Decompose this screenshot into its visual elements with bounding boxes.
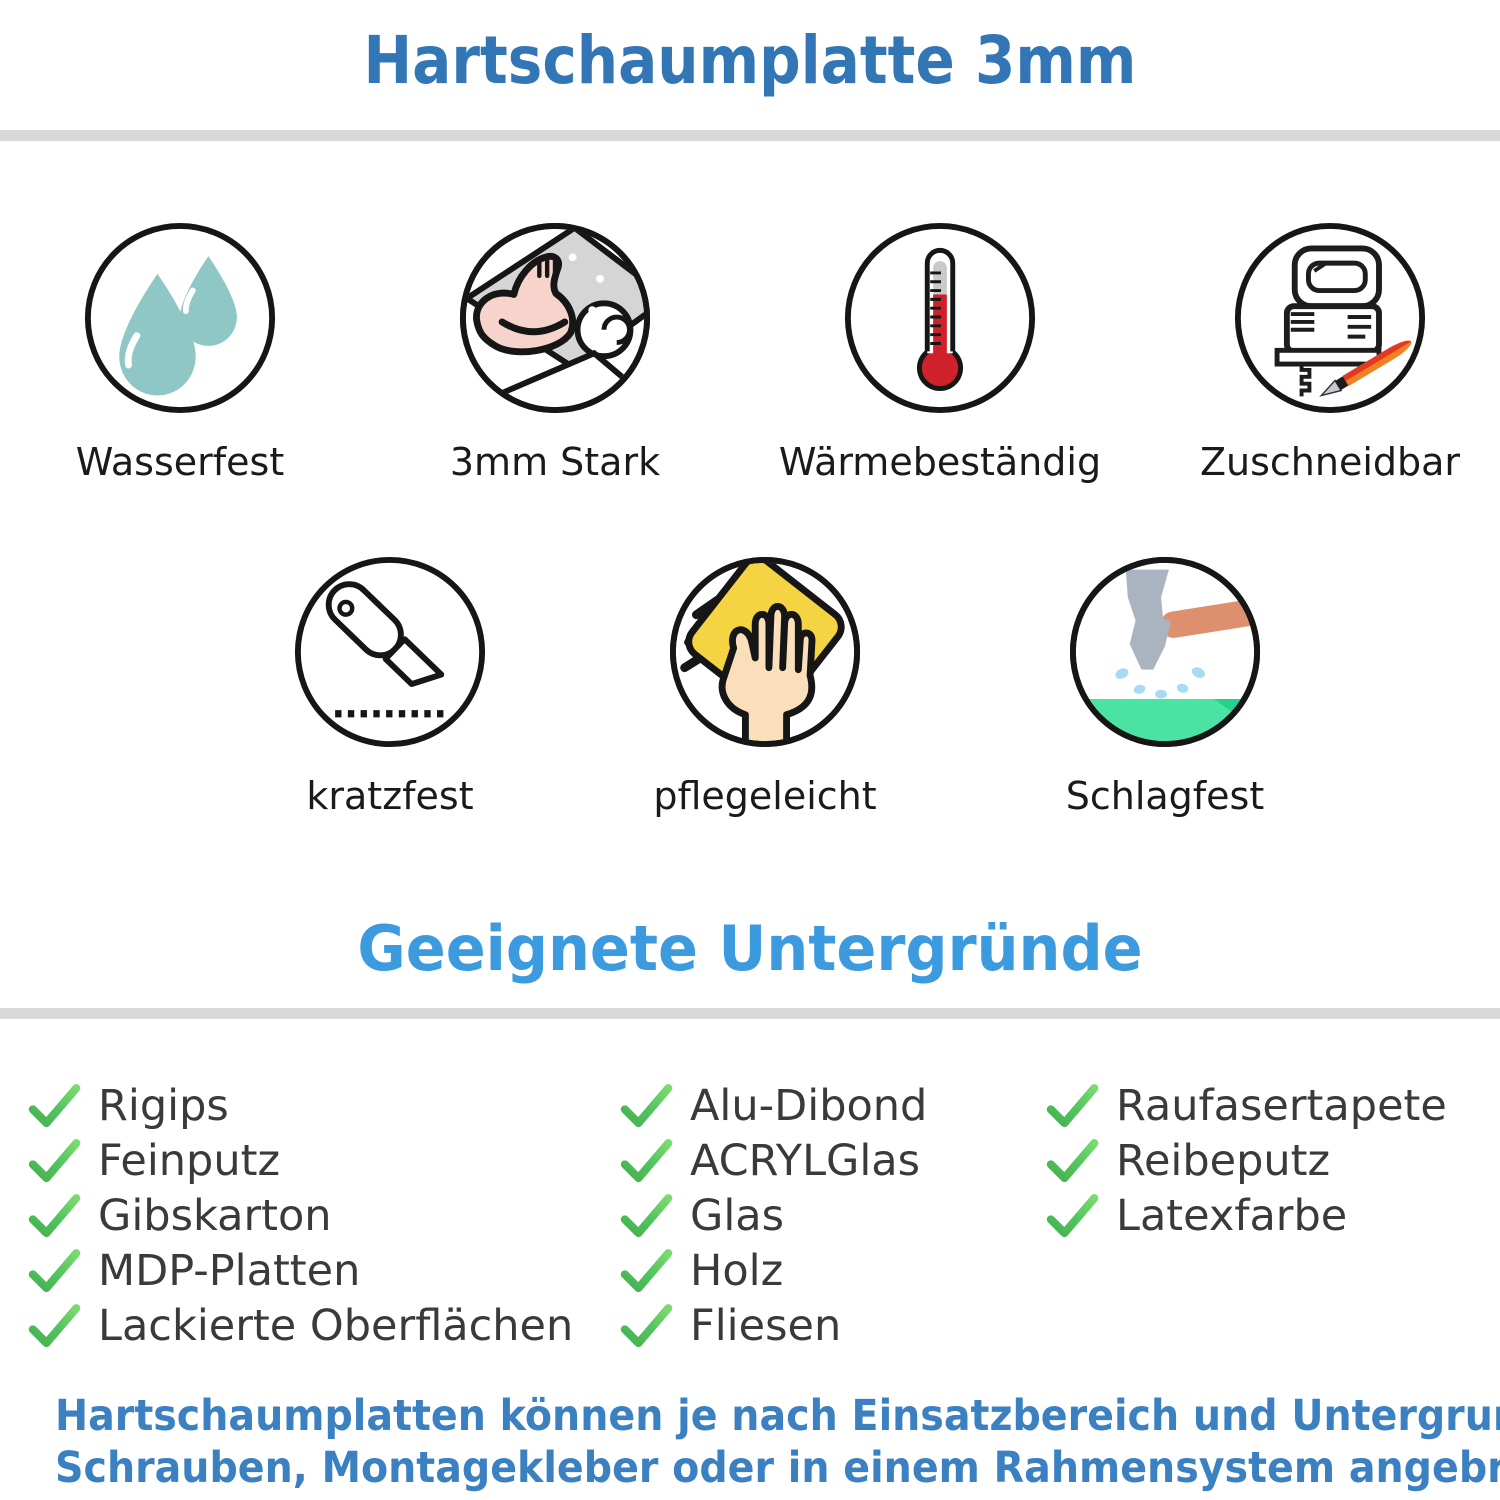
substrate-item: Reibeputz: [1046, 1133, 1447, 1188]
substrate-item: Alu-Dibond: [620, 1078, 927, 1133]
check-icon: [620, 1193, 674, 1239]
substrate-label: Glas: [690, 1190, 785, 1241]
check-icon: [28, 1248, 82, 1294]
substrate-item: ACRYLGlas: [620, 1133, 927, 1188]
substrate-item: Fliesen: [620, 1298, 927, 1353]
substrate-label: ACRYLGlas: [690, 1135, 921, 1186]
substrate-label: MDP-Platten: [98, 1245, 361, 1296]
substrate-label: Latexfarbe: [1116, 1190, 1348, 1241]
feature-item: Zuschneidbar: [1130, 220, 1500, 484]
water-drops-icon: [84, 222, 276, 414]
substrate-item: Lackierte Oberflächen: [28, 1298, 573, 1353]
check-icon: [28, 1193, 82, 1239]
feature-label: Schlagfest: [1065, 774, 1265, 818]
check-icon: [1046, 1083, 1100, 1129]
thermometer-icon: [844, 222, 1036, 414]
substrates-column: Raufasertapete Reibeputz Latexfarbe: [1046, 1078, 1447, 1243]
divider-top: [0, 130, 1500, 141]
hammer-impact-icon: [1069, 556, 1261, 748]
check-icon: [1046, 1138, 1100, 1184]
substrates-column: Alu-Dibond ACRYLGlas Glas Holz Fliesen: [620, 1078, 927, 1353]
substrate-item: Glas: [620, 1188, 927, 1243]
feature-label: Wärmebeständig: [778, 440, 1102, 484]
feature-label: Zuschneidbar: [1199, 440, 1461, 484]
feature-label: 3mm Stark: [449, 440, 661, 484]
feature-label: pflegeleicht: [653, 774, 877, 818]
footer-line: Schrauben, Montagekleber oder in einem R…: [55, 1443, 1500, 1493]
section-title: Geeignete Untergründe: [357, 912, 1143, 985]
feature-item: kratzfest: [190, 554, 590, 818]
substrate-label: Raufasertapete: [1116, 1080, 1447, 1131]
check-icon: [620, 1083, 674, 1129]
check-icon: [28, 1138, 82, 1184]
feature-label: kratzfest: [306, 774, 474, 818]
substrate-label: Gibskarton: [98, 1190, 332, 1241]
page-title: Hartschaumplatte 3mm: [363, 22, 1137, 99]
check-icon: [620, 1248, 674, 1294]
substrate-label: Fliesen: [690, 1300, 842, 1351]
footer-note: Hartschaumplatten können je nach Einsatz…: [55, 1390, 1500, 1494]
footer-line: Hartschaumplatten können je nach Einsatz…: [55, 1391, 1500, 1441]
feature-label: Wasserfest: [75, 440, 285, 484]
feature-item: Wasserfest: [0, 220, 380, 484]
check-icon: [28, 1303, 82, 1349]
check-icon: [28, 1083, 82, 1129]
jigsaw-cutter-icon: [1234, 222, 1426, 414]
substrate-item: Raufasertapete: [1046, 1078, 1447, 1133]
feature-item: pflegeleicht: [565, 554, 965, 818]
substrate-label: Reibeputz: [1116, 1135, 1331, 1186]
check-icon: [620, 1138, 674, 1184]
cleaning-hand-icon: [669, 556, 861, 748]
feature-item: Schlagfest: [965, 554, 1365, 818]
feature-item: Wärmebeständig: [740, 220, 1140, 484]
substrate-item: Gibskarton: [28, 1188, 573, 1243]
substrates-column: Rigips Feinputz Gibskarton MDP-Platten L…: [28, 1078, 573, 1353]
substrate-label: Rigips: [98, 1080, 229, 1131]
feature-item: 3mm Stark: [355, 220, 755, 484]
divider-substrates: [0, 1008, 1500, 1019]
check-icon: [1046, 1193, 1100, 1239]
substrate-label: Lackierte Oberflächen: [98, 1300, 574, 1351]
substrate-item: Holz: [620, 1243, 927, 1298]
substrate-label: Feinputz: [98, 1135, 281, 1186]
substrate-item: Feinputz: [28, 1133, 573, 1188]
substrate-item: Latexfarbe: [1046, 1188, 1447, 1243]
substrate-item: MDP-Platten: [28, 1243, 573, 1298]
flexed-arm-icon: [459, 222, 651, 414]
substrate-label: Holz: [690, 1245, 784, 1296]
substrate-label: Alu-Dibond: [690, 1080, 928, 1131]
utility-knife-icon: [294, 556, 486, 748]
substrate-item: Rigips: [28, 1078, 573, 1133]
check-icon: [620, 1303, 674, 1349]
